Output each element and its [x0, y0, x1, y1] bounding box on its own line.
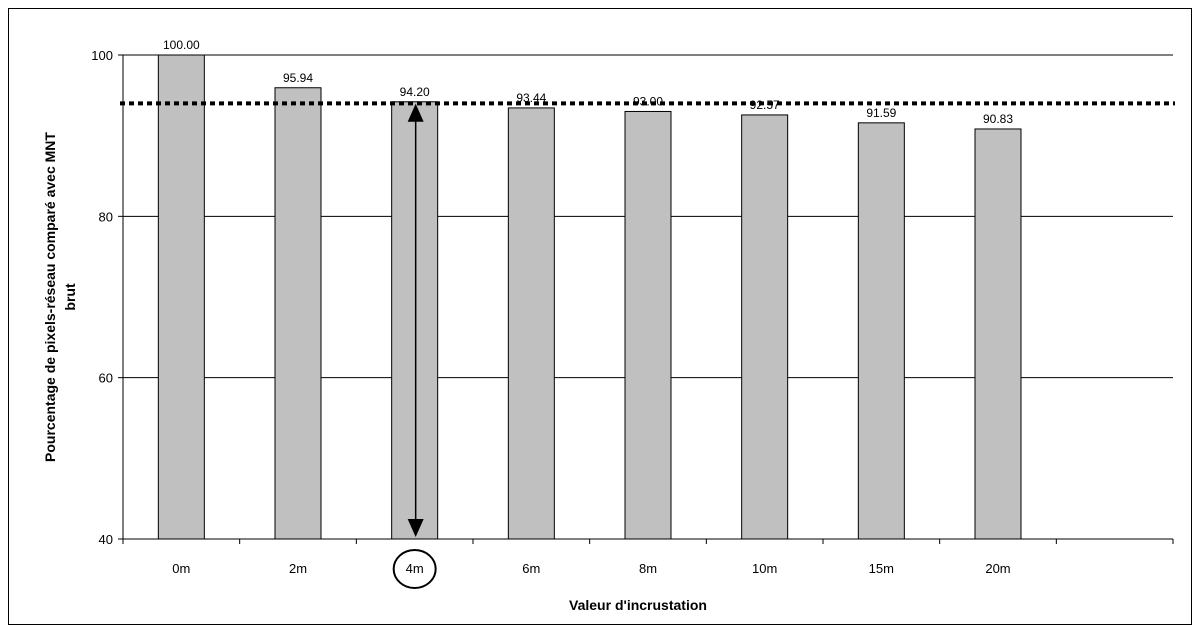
bar-8m: [624, 110, 672, 540]
bar-6m: [507, 107, 555, 540]
y-tick-label-60: 60: [99, 371, 113, 386]
category-label-8m: 8m: [639, 561, 657, 576]
category-label-4m: 4m: [406, 561, 424, 576]
data-label-15m: 91.59: [866, 106, 896, 120]
bar-2m: [274, 87, 322, 540]
y-tick-label-80: 80: [99, 209, 113, 224]
y-axis-title-line-1: Pourcentage de pixels-réseau comparé ave…: [42, 132, 58, 462]
data-label-6m: 93.44: [516, 91, 546, 105]
bar-15m: [857, 122, 905, 540]
y-axis-title: Pourcentage de pixels-réseau comparé ave…: [42, 132, 78, 462]
category-label-15m: 15m: [869, 561, 894, 576]
category-label-10m: 10m: [752, 561, 777, 576]
category-label-20m: 20m: [985, 561, 1010, 576]
bar-10m: [741, 114, 789, 540]
arrow-down-icon: [407, 519, 424, 537]
y-axis-title-line-2: brut: [62, 283, 78, 311]
data-label-4m: 94.20: [400, 85, 430, 99]
data-label-2m: 95.94: [283, 71, 313, 85]
category-label-0m: 0m: [172, 561, 190, 576]
bar-4m: [391, 101, 439, 540]
y-tick-label-40: 40: [99, 532, 113, 547]
arrow-up-icon: [407, 103, 424, 122]
y-tick-label-100: 100: [91, 48, 113, 63]
data-label-0m: 100.00: [163, 38, 200, 52]
bar-20m: [974, 128, 1022, 540]
category-label-2m: 2m: [289, 561, 307, 576]
data-label-20m: 90.83: [983, 112, 1013, 126]
highlight-circle-icon: [392, 549, 437, 589]
x-axis-title: Valeur d'incrustation: [569, 597, 707, 613]
bar-0m: [157, 54, 205, 540]
category-label-6m: 6m: [522, 561, 540, 576]
